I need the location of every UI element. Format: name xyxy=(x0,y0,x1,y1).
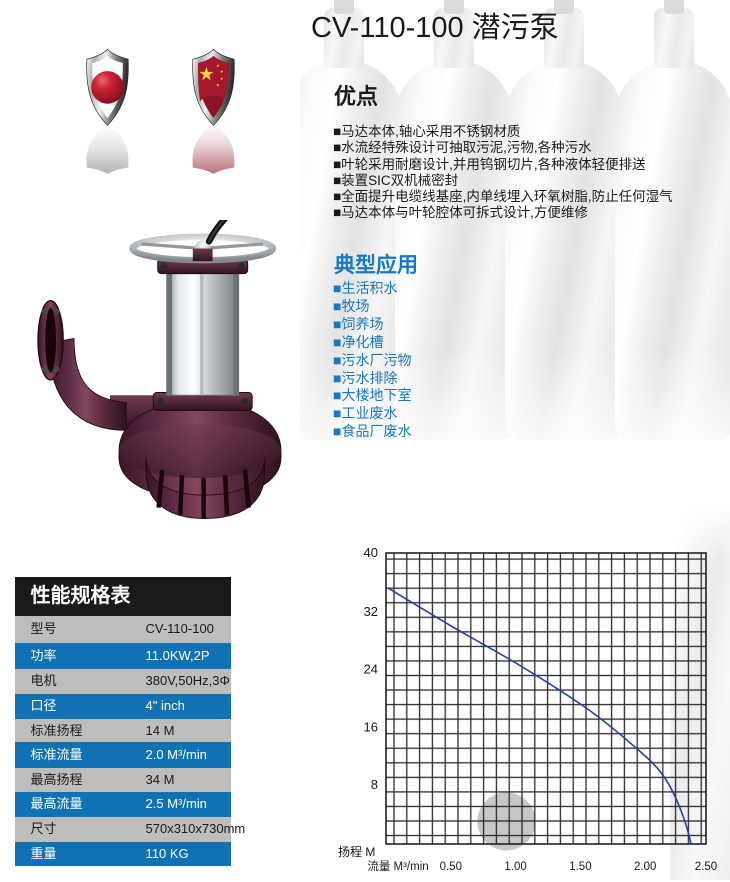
svg-text:扬程 M: 扬程 M xyxy=(338,844,375,859)
svg-text:2.50: 2.50 xyxy=(695,861,717,873)
svg-text:1.50: 1.50 xyxy=(569,861,591,873)
svg-text:流量 M³/min: 流量 M³/min xyxy=(367,859,428,873)
svg-text:16: 16 xyxy=(364,719,378,734)
svg-text:40: 40 xyxy=(364,545,378,560)
svg-text:24: 24 xyxy=(364,662,378,677)
svg-text:1.00: 1.00 xyxy=(504,861,526,873)
svg-text:0.50: 0.50 xyxy=(440,861,462,873)
svg-text:2.00: 2.00 xyxy=(634,861,656,873)
svg-text:8: 8 xyxy=(371,777,378,792)
svg-text:32: 32 xyxy=(364,604,378,619)
